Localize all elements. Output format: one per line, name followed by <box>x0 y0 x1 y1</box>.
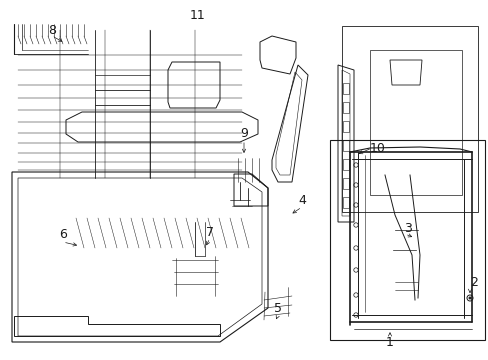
Text: 6: 6 <box>59 229 67 242</box>
Text: 11: 11 <box>190 9 205 22</box>
Text: 10: 10 <box>369 141 385 154</box>
Text: 5: 5 <box>273 302 282 315</box>
Circle shape <box>468 297 470 299</box>
Text: 4: 4 <box>298 194 305 207</box>
Text: 9: 9 <box>240 126 247 140</box>
Text: 1: 1 <box>385 337 393 350</box>
Bar <box>329 140 484 340</box>
Text: 2: 2 <box>469 276 477 289</box>
Text: 8: 8 <box>48 23 56 36</box>
Text: 7: 7 <box>205 225 214 239</box>
Text: 3: 3 <box>403 221 411 234</box>
